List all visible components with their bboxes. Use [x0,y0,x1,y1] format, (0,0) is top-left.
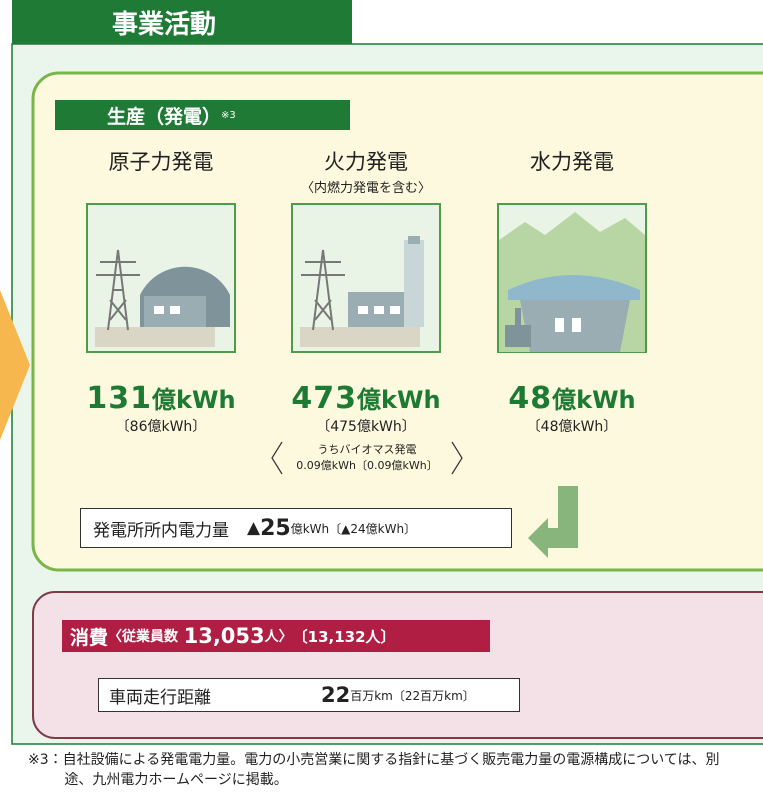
biomass-value: 0.09億kWh〔0.09億kWh〕 [272,458,462,474]
value-unit: 億kWh [357,386,441,414]
vehicle-previous: 〔22百万km〕 [393,687,475,704]
employees: 13,053 [184,624,265,648]
plant-previous: 〔48億kWh〕 [472,416,672,436]
value-unit: 億kWh [552,386,636,414]
plant-name: 原子力発電 [61,146,261,176]
employees-unit: 人〉 [265,626,293,646]
employees-previous: 〔13,132人〕 [293,626,396,647]
note-ref: ※3 [221,110,236,121]
biomass-label: うちバイオマス発電 [272,442,462,458]
consumption-title: 消費 [70,623,108,650]
header-tab: 事業活動 [12,0,352,44]
plant-value: 131億kWh [51,380,271,416]
value-number: 48 [508,381,552,416]
thermal-icon [292,204,440,352]
plant-value: 48億kWh [462,380,682,416]
plant-previous: 〔86億kWh〕 [61,416,261,436]
station-use-previous: 〔▲24億kWh〕 [329,520,416,537]
header-title: 事業活動 [112,4,216,41]
value-number: 473 [291,381,357,416]
hydro-icon [498,204,646,352]
production-title: 生産（発電） [107,102,221,129]
vehicle-unit: 百万km [350,687,393,704]
vehicle-value: 22 [321,683,350,707]
station-use-label: 発電所所内電力量 [93,516,229,541]
plant-subtitle: 〈内燃力発電を含む〉 [266,177,466,196]
biomass: うちバイオマス発電 0.09億kWh〔0.09億kWh〕 [272,442,462,474]
vehicle-label: 車両走行距離 [109,683,321,708]
plant-name: 火力発電 [266,146,466,176]
station-use-value: 25 [260,516,291,541]
value-number: 131 [86,381,152,416]
production-tab: 生産（発電）※3 [55,100,350,130]
employees-label: 〈従業員数 [108,626,178,646]
station-use-unit: 億kWh [291,520,329,537]
nuclear-icon [87,204,235,352]
value-unit: 億kWh [152,386,236,414]
plant-previous: 〔475億kWh〕 [266,416,466,436]
plant-name: 水力発電 [472,146,672,176]
consumption-panel [33,592,763,738]
plant-value: 473億kWh [256,380,476,416]
station-use-marker: ▲ [247,518,260,538]
page: 事業活動 生産（発電）※3 原子力発電131億kWh〔86億kWh〕火力発電〈内… [0,0,763,798]
footnote: ※3：自社設備による発電電力量。電力の小売営業に関する指針に基づく販売電力量の電… [28,750,728,790]
